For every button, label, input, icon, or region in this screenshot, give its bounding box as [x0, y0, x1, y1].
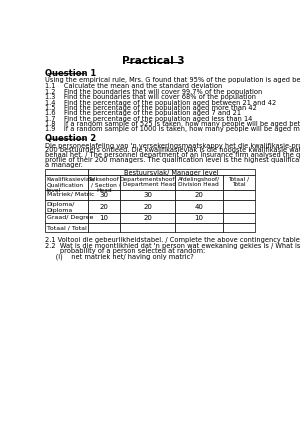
Text: 2.2  Wat is die moontlikhied dat 'n person wat ewekaning gekies is / What is the: 2.2 Wat is die moontlikhied dat 'n perso… — [45, 243, 300, 249]
Text: 10: 10 — [194, 215, 203, 221]
Bar — [45, 190, 88, 200]
Bar — [120, 175, 175, 190]
Bar — [88, 213, 120, 224]
Text: 1.9    If a random sample of 1000 is taken, how many people will be aged more th: 1.9 If a random sample of 1000 is taken,… — [45, 127, 300, 133]
Text: Kwalifikasievlak/
Qualification
level: Kwalifikasievlak/ Qualification level — [47, 176, 95, 193]
Bar — [175, 190, 223, 200]
Bar — [88, 169, 254, 175]
Text: Graad/ Degree: Graad/ Degree — [47, 215, 93, 220]
Text: behaal het. / The personnel department of an Insurance firm analysed the qualifi: behaal het. / The personnel department o… — [45, 152, 300, 158]
Bar — [223, 224, 254, 232]
Text: 1.5    Find the percentage of the population aged more than 42: 1.5 Find the percentage of the populatio… — [45, 105, 257, 111]
Bar — [45, 213, 88, 224]
Bar — [45, 169, 88, 175]
Text: 20: 20 — [143, 215, 152, 221]
Bar — [88, 190, 120, 200]
Text: 1.6    Find the percentage of the population aged 7 and 21: 1.6 Find the percentage of the populatio… — [45, 110, 241, 116]
Text: Using the empirical rule, Mrs. G found that 95% of the population is aged betwee: Using the empirical rule, Mrs. G found t… — [45, 77, 300, 83]
Text: Seksehoof
/ Section
Head: Seksehoof / Section Head — [89, 176, 119, 193]
Text: a manager.: a manager. — [45, 162, 83, 168]
Bar — [45, 224, 88, 232]
Text: 1.1    Calculate the mean and the standard deviation: 1.1 Calculate the mean and the standard … — [45, 83, 223, 89]
Text: 40: 40 — [194, 204, 203, 210]
Bar — [175, 224, 223, 232]
Bar — [175, 213, 223, 224]
Text: 1.2    Find the boundaries that will cover 99.7% of the population: 1.2 Find the boundaries that will cover … — [45, 89, 262, 95]
Text: Question 1: Question 1 — [45, 69, 97, 78]
Text: Practical 3: Practical 3 — [122, 57, 185, 66]
Bar — [175, 200, 223, 213]
Text: probability of a person selected at random:: probability of a person selected at rand… — [45, 248, 206, 254]
Bar — [120, 200, 175, 213]
Bar — [175, 175, 223, 190]
Bar — [120, 190, 175, 200]
Bar — [223, 190, 254, 200]
Text: 1.4    Find the percentage of the population aged between 21 and 42: 1.4 Find the percentage of the populatio… — [45, 99, 277, 105]
Text: Die personeelafeling van 'n versekeringsmaatskappy het die kwalifikasie-profiel : Die personeelafeling van 'n versekerings… — [45, 143, 300, 149]
Bar — [223, 213, 254, 224]
Bar — [120, 224, 175, 232]
Text: Diploma/
Diploma: Diploma/ Diploma — [47, 202, 75, 213]
Text: 30: 30 — [143, 193, 152, 198]
Text: Matriek/ Matric: Matriek/ Matric — [47, 192, 94, 197]
Bar — [223, 175, 254, 190]
Bar — [223, 200, 254, 213]
Text: Bestuursvlak/ Manager level: Bestuursvlak/ Manager level — [124, 170, 218, 176]
Bar — [45, 200, 88, 213]
Text: 30: 30 — [100, 193, 109, 198]
Text: Afdelingshoof/
Division Head: Afdelingshoof/ Division Head — [178, 176, 220, 187]
Bar — [120, 213, 175, 224]
Text: (i)    net matriek het/ having only matric?: (i) net matriek het/ having only matric? — [45, 254, 194, 261]
Bar — [88, 224, 120, 232]
Text: 20: 20 — [143, 204, 152, 210]
Bar — [88, 175, 120, 190]
Text: 1.8    If a random sample of 525 is taken, how many people will be aged between : 1.8 If a random sample of 525 is taken, … — [45, 121, 300, 127]
Text: 1.7    Find the percentage of the population aged less than 14: 1.7 Find the percentage of the populatio… — [45, 116, 253, 122]
Text: Question 2: Question 2 — [45, 134, 97, 143]
Text: 1.3    Find the boundaries that will cover 68% of the population: 1.3 Find the boundaries that will cover … — [45, 94, 256, 100]
Bar — [45, 175, 88, 190]
Text: 20: 20 — [100, 204, 109, 210]
Text: 20: 20 — [194, 193, 203, 198]
Bar — [88, 200, 120, 213]
Text: profile of their 200 managers. The qualification level is the highest qualificat: profile of their 200 managers. The quali… — [45, 157, 300, 163]
Text: Departementshoof
/ Department Head: Departementshoof / Department Head — [119, 176, 176, 187]
Text: 10: 10 — [100, 215, 109, 221]
Text: Totaal /
Total: Totaal / Total — [228, 176, 249, 187]
Text: Totaal / Total: Totaal / Total — [47, 225, 87, 230]
Text: 200 bestuurders ontleed. Die kwalifikasievlak is die hoogste kwalifikasie wat 'n: 200 bestuurders ontleed. Die kwalifikasi… — [45, 147, 300, 153]
Text: 2.1 Voltooi die gebeurlikheidstabel. / Complete the above contingency table.: 2.1 Voltooi die gebeurlikheidstabel. / C… — [45, 237, 300, 243]
